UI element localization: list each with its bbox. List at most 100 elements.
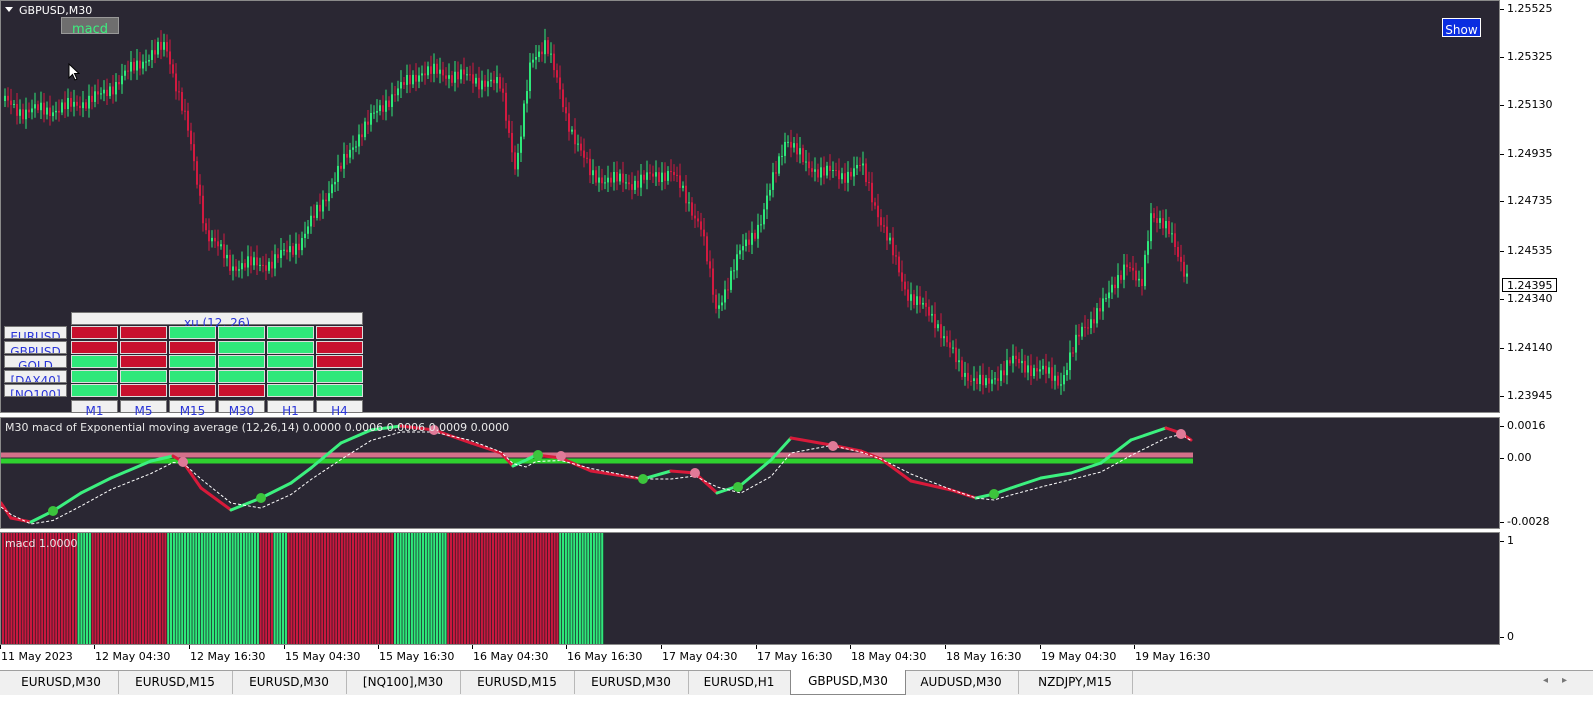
histogram-bar-green	[86, 533, 89, 644]
histogram-chart[interactable]	[1, 533, 1499, 644]
candlestick	[139, 60, 141, 69]
candlestick	[67, 97, 69, 110]
candlestick	[397, 88, 399, 96]
scroll-arrows-icon[interactable]: ◂▸	[1542, 675, 1581, 686]
candlestick	[724, 289, 726, 303]
candlestick	[400, 82, 402, 89]
candlestick	[1108, 292, 1110, 299]
candlestick	[643, 174, 645, 180]
histogram-bar-red	[130, 533, 133, 644]
signal-cell-green	[120, 369, 167, 383]
candlestick	[1186, 273, 1188, 277]
candlestick	[586, 157, 588, 159]
chart-tab[interactable]: NZDJPY,M15	[1018, 671, 1133, 694]
candlestick	[1111, 284, 1113, 293]
macd-panel[interactable]: M30 macd of Exponential moving average (…	[0, 417, 1500, 529]
axis-tick	[1500, 57, 1504, 58]
signal-symbol-text: GOLD	[18, 359, 53, 368]
chart-tab[interactable]: EURUSD,H1	[688, 671, 791, 694]
histogram-bar-green	[584, 533, 587, 644]
chart-tab[interactable]: EURUSD,M30	[4, 671, 119, 694]
signal-cell-green	[71, 384, 118, 397]
chart-tab[interactable]: GBPUSD,M30	[790, 670, 906, 695]
time-axis-label: 16 May 04:30	[473, 650, 549, 663]
signal-cell-red	[169, 384, 216, 397]
chart-tab[interactable]: [NQ100],M30	[346, 671, 461, 694]
histogram-bar-red	[13, 533, 16, 644]
candlestick	[460, 69, 462, 80]
candlestick	[649, 172, 651, 174]
histogram-bar-green	[228, 533, 231, 644]
histogram-bar-red	[366, 533, 369, 644]
histogram-bar-red	[329, 533, 332, 644]
candlestick	[286, 249, 288, 253]
histogram-bar-red	[494, 533, 497, 644]
chart-tab[interactable]: EURUSD,M15	[460, 671, 575, 694]
candlestick	[181, 92, 183, 111]
histogram-bar-red	[108, 533, 111, 644]
time-axis-label: 15 May 04:30	[285, 650, 361, 663]
histogram-bar-red	[136, 533, 139, 644]
time-axis-tick	[284, 645, 285, 649]
macd-line-segment	[9, 516, 33, 524]
candlestick	[1081, 326, 1083, 337]
candlestick	[1174, 233, 1176, 247]
candlestick	[511, 132, 513, 153]
histogram-bar-red	[492, 533, 495, 644]
histogram-bar-red	[52, 533, 55, 644]
candlestick	[565, 107, 567, 114]
histogram-bar-green	[237, 533, 240, 644]
histogram-bar-red	[321, 533, 324, 644]
price-axis-label: 1.25325	[1507, 50, 1553, 63]
candlestick	[952, 347, 954, 349]
price-chart[interactable]	[1, 1, 1499, 412]
macd-line-segment	[559, 456, 593, 473]
candlestick	[691, 202, 693, 216]
candlestick	[502, 88, 504, 93]
candlestick	[556, 70, 558, 78]
signal-cell-green	[218, 355, 265, 368]
histogram-bar-red	[478, 533, 481, 644]
price-axis-label: 1.23945	[1507, 389, 1553, 402]
candlestick	[313, 215, 315, 218]
timeframe-label: M1	[71, 400, 118, 417]
candlestick	[973, 378, 975, 382]
candlestick	[883, 225, 885, 227]
candlestick	[364, 121, 366, 138]
signal-symbol-label: GBPUSD	[4, 340, 67, 354]
macd-indicator-button[interactable]: macd	[61, 17, 119, 37]
time-axis-label: 18 May 16:30	[946, 650, 1022, 663]
macd-chart[interactable]	[1, 418, 1499, 528]
show-button[interactable]: Show	[1442, 18, 1481, 37]
candlestick	[985, 378, 987, 386]
histogram-bar-green	[416, 533, 419, 644]
chart-tab[interactable]: EURUSD,M30	[232, 671, 347, 694]
dropdown-icon[interactable]	[5, 7, 13, 12]
time-axis-tick	[1040, 645, 1041, 649]
chart-tab[interactable]: AUDUSD,M30	[904, 671, 1019, 694]
chart-tab[interactable]: EURUSD,M30	[574, 671, 689, 694]
histogram-bar-green	[559, 533, 562, 644]
candlestick	[388, 100, 390, 107]
main-chart-panel[interactable]: GBPUSD,M30 macd Show xu (12, 26) EURUSD GB…	[0, 0, 1500, 417]
candlestick	[844, 173, 846, 183]
candlestick	[277, 254, 279, 259]
macd-line-segment	[909, 479, 953, 492]
signal-symbol-label: [DAX40]	[4, 369, 67, 383]
histogram-bar-red	[514, 533, 517, 644]
chart-tab-label: EURUSD,H1	[703, 675, 775, 689]
candlestick	[166, 42, 168, 52]
macd-line-segment	[181, 460, 203, 490]
candlestick	[772, 172, 774, 190]
candlestick	[112, 86, 114, 95]
histogram-bar-red	[346, 533, 349, 644]
candlestick	[1117, 275, 1119, 289]
chart-tab[interactable]: EURUSD,M15	[118, 671, 233, 694]
candlestick	[1015, 355, 1017, 359]
macd-line-segment	[469, 441, 503, 455]
histogram-bar-green	[438, 533, 441, 644]
signal-symbol-text: EURUSD	[10, 330, 61, 339]
histogram-panel[interactable]: macd 1.0000	[0, 532, 1500, 645]
histogram-bar-red	[97, 533, 100, 644]
buy-signal-dot	[638, 474, 648, 484]
